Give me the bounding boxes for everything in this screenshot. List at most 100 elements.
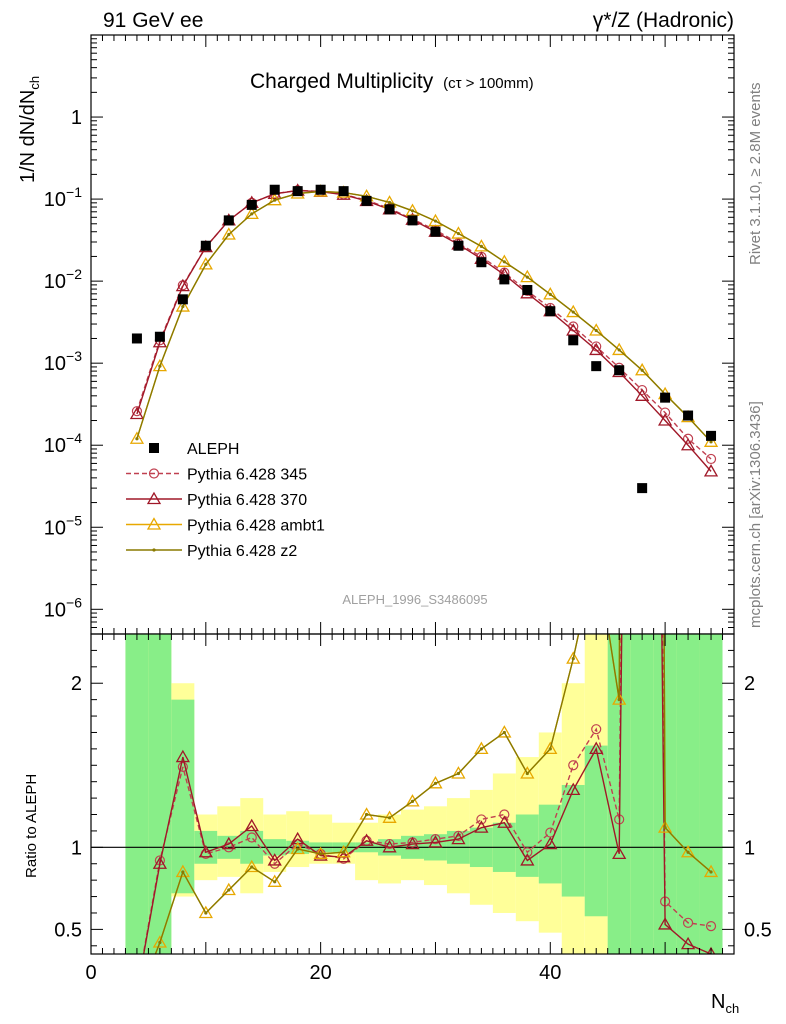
y-axis-label-main: 1/N dN/dN (17, 90, 39, 183)
ratio-y-tick-label: 0.5 (54, 919, 82, 941)
data-point (591, 361, 602, 372)
ratio-point (158, 940, 162, 945)
ratio-point (223, 842, 234, 853)
ratio-point (566, 651, 581, 664)
data-point (387, 200, 392, 205)
data-point (158, 364, 162, 368)
data-point (566, 304, 581, 318)
ratio-point (364, 812, 369, 817)
data-point (568, 335, 579, 346)
data-point (703, 464, 719, 477)
y-tick-label: 10−2 (44, 266, 82, 293)
data-point (227, 232, 231, 237)
data-point (640, 368, 644, 372)
ratio-point (221, 836, 236, 850)
ratio-point (410, 799, 415, 803)
data-point (522, 284, 533, 295)
data-point (131, 406, 143, 417)
y-tick-label: 10−3 (44, 348, 82, 375)
ratio-point (686, 850, 690, 854)
y-axis-label-sub: ch (27, 76, 42, 90)
data-point (657, 413, 673, 426)
ratio-y-axis-label: Ratio to ALEPH (23, 774, 40, 878)
ratio-point (657, 917, 673, 930)
data-point (476, 257, 487, 268)
ratio-point (405, 836, 420, 850)
series-line (136, 189, 712, 472)
data-point (129, 406, 145, 420)
series-pythia-6-428-370 (129, 183, 719, 477)
ratio-point (246, 832, 257, 843)
ratio-point (319, 852, 323, 856)
ratio-point (703, 864, 719, 878)
main-plot-area: 1 10−1 10−2 10−3 10−4 10−5 10−6 (44, 34, 735, 635)
ratio-point (476, 814, 487, 825)
ratio-point (520, 853, 535, 866)
watermark: ALEPH_1996_S3486095 (342, 592, 487, 607)
data-point (635, 362, 650, 376)
ratio-point (474, 741, 489, 755)
x-axis-label-sub: ch (725, 1001, 739, 1016)
data-point (660, 407, 671, 418)
ratio-point (571, 657, 575, 661)
ratio-point (290, 841, 305, 855)
ratio-point (456, 771, 461, 776)
y-tick-label: 10−5 (44, 512, 82, 539)
y-ticks-main: 1 10−1 10−2 10−3 10−4 10−5 10−6 (44, 34, 734, 635)
ratio-point (152, 935, 168, 948)
data-point (433, 219, 438, 223)
data-point (246, 199, 257, 210)
data-point (221, 227, 236, 240)
data-point (614, 365, 625, 376)
data-point (177, 294, 188, 305)
data-point (589, 342, 604, 356)
ratio-y-tick-label: 1 (71, 837, 82, 859)
ratio-point (433, 781, 438, 785)
data-point (660, 392, 671, 403)
inner-band-bin (630, 634, 654, 954)
x-tick-label: 40 (539, 962, 561, 984)
legend-marker (148, 468, 160, 479)
data-point (525, 275, 529, 279)
data-point (683, 410, 694, 421)
ratio-point (705, 921, 717, 932)
ratio-point (497, 725, 512, 738)
legend-entry: Pythia 6.428 ambt1 (126, 517, 325, 535)
data-point (175, 299, 190, 312)
legend-marker (146, 517, 162, 530)
ratio-point (617, 698, 621, 702)
legend-marker (149, 443, 159, 453)
inner-band-bin (171, 699, 195, 894)
inner-band-bin (515, 814, 539, 877)
data-point (594, 328, 598, 333)
main-series-group (129, 183, 719, 494)
data-point (338, 186, 349, 197)
data-point (175, 278, 190, 292)
ratio-point (591, 724, 602, 735)
ratio-y-tick-label-right: 0.5 (744, 919, 772, 941)
ratio-series-group (142, 634, 719, 954)
legend-marker (146, 491, 162, 505)
data-point (244, 206, 259, 220)
data-point (474, 239, 489, 252)
main-title-text: Charged Multiplicity (250, 70, 434, 93)
data-point (410, 209, 415, 213)
data-point (543, 287, 558, 300)
x-ticks: 0 20 40 (85, 35, 724, 984)
y-tick-label: 10−1 (44, 184, 82, 211)
rivet-label: Rivet 3.1.10, ≥ 2.8M events (747, 83, 764, 266)
ratio-point (525, 771, 529, 776)
ratio-point (543, 836, 558, 850)
ratio-point (221, 882, 236, 896)
data-point (223, 215, 234, 226)
data-point (566, 323, 581, 336)
data-point (129, 431, 145, 444)
ratio-point (359, 807, 374, 820)
ratio-y-tick-label: 2 (71, 673, 82, 695)
data-point (430, 226, 441, 237)
series-pythia-6-428-345 (131, 185, 717, 465)
header-right: γ*/Z (Hadronic) (593, 9, 734, 32)
data-point (680, 437, 696, 451)
data-point (453, 240, 464, 251)
